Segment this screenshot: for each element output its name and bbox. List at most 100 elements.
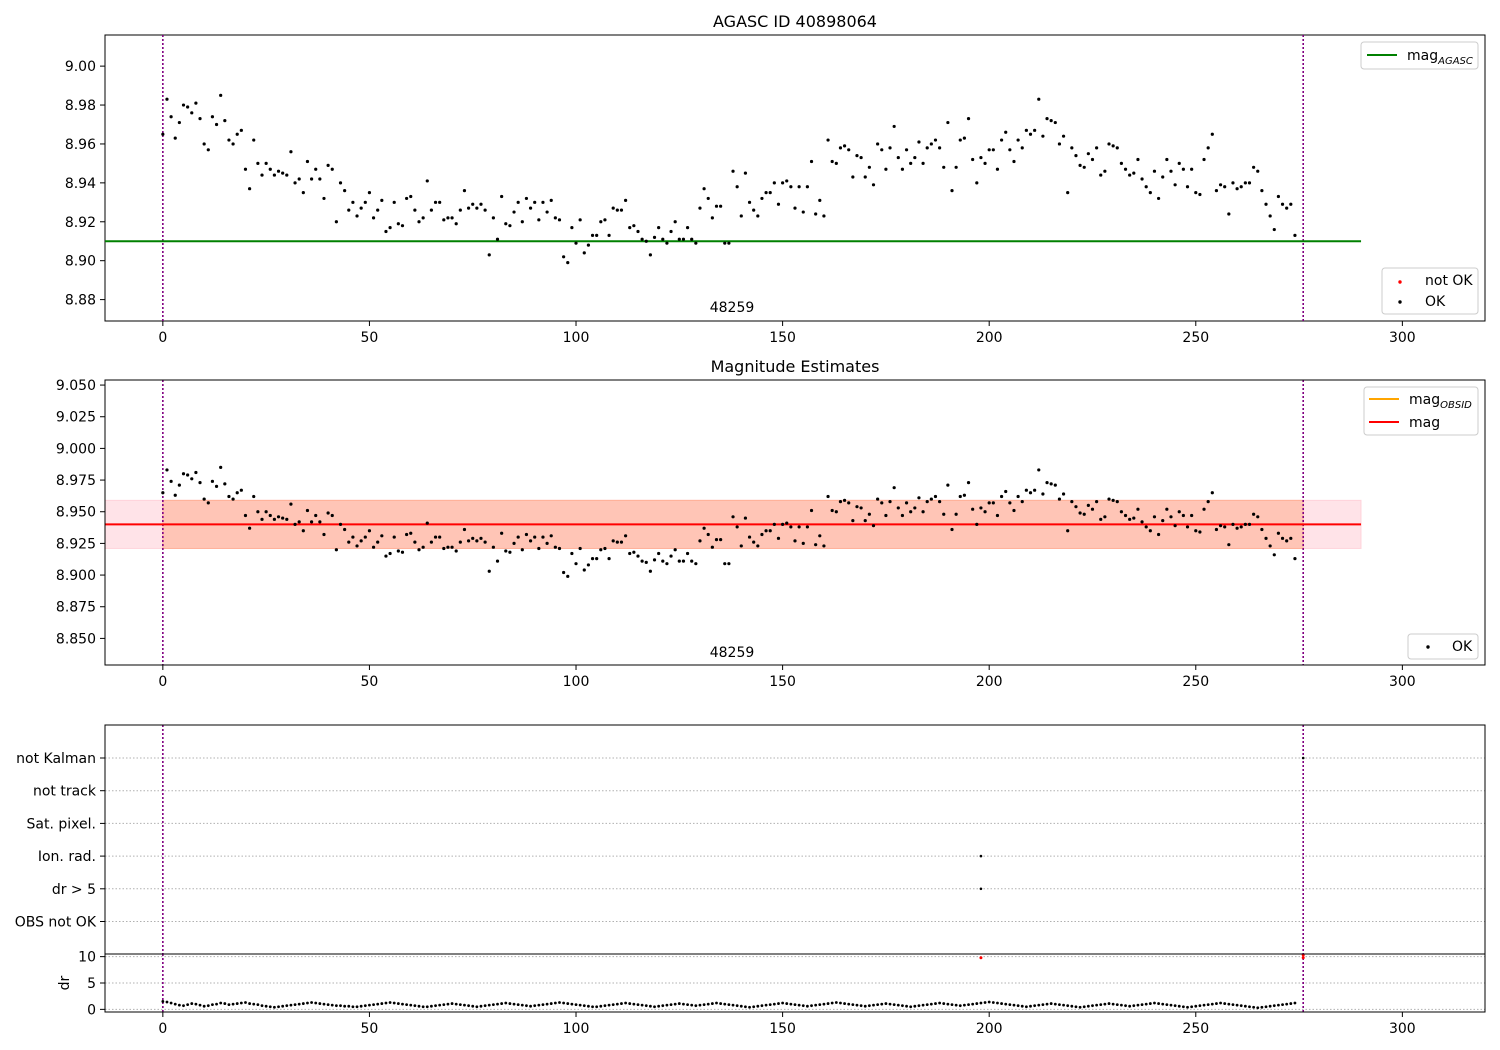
agasc-data-point <box>260 173 264 177</box>
magnitude-data-point <box>500 531 504 535</box>
magnitude-data-point <box>690 559 694 563</box>
dr-data-point <box>768 1003 772 1007</box>
magnitude-data-point <box>884 513 888 518</box>
agasc-data-point <box>706 196 710 201</box>
agasc-data-point <box>818 198 822 202</box>
magnitude-data-point <box>1198 530 1202 534</box>
dr-data-point <box>1037 1003 1041 1007</box>
agasc-data-point <box>524 196 529 201</box>
agasc-data-point <box>1061 134 1066 138</box>
magnitude-data-point <box>479 536 483 540</box>
dr-data-point <box>958 1004 962 1008</box>
dr-data-point <box>496 1002 499 1006</box>
magnitude-data-point <box>714 538 719 542</box>
agasc-data-point <box>487 253 491 257</box>
dr-data-point <box>971 1002 975 1006</box>
dr-data-point <box>1281 1003 1284 1007</box>
magnitude-data-point <box>805 525 809 529</box>
magnitude-panel: Magnitude Estimates 0 50 100 150 200 250 300 8… <box>56 357 1486 690</box>
agasc-data-point <box>231 142 235 146</box>
magnitude-data-point <box>367 529 372 533</box>
magnitude-data-point <box>1165 507 1169 511</box>
dr-data-point <box>512 1002 516 1006</box>
dr-data-point <box>384 1001 388 1005</box>
magnitude-data-point <box>206 501 210 505</box>
agasc-data-point <box>194 101 198 105</box>
agasc-data-point <box>665 241 669 245</box>
magnitude-data-point <box>619 540 624 544</box>
dr-data-point <box>256 1003 260 1007</box>
dr-data-point <box>1107 1002 1111 1005</box>
magnitude-data-point <box>830 508 834 513</box>
dr-data-point <box>1190 1005 1194 1009</box>
dr-data-point <box>628 1002 632 1005</box>
dr-data-point <box>748 1005 751 1009</box>
agasc-data-point <box>466 206 471 210</box>
dr-data-point <box>640 1003 644 1007</box>
magnitude-data-point <box>169 479 173 483</box>
dr-data-point <box>587 1004 590 1008</box>
dr-data-point <box>657 1004 661 1008</box>
dr-data-point <box>921 1003 925 1007</box>
agasc-data-point <box>867 165 871 169</box>
agasc-data-point <box>264 161 268 166</box>
agasc-data-point <box>1033 128 1037 132</box>
agasc-data-point <box>768 190 772 195</box>
agasc-data-point <box>562 255 566 259</box>
magnitude-data-point <box>334 548 338 552</box>
dr-xtick-label: 300 <box>1389 1021 1416 1037</box>
dr-data-point <box>764 1003 768 1007</box>
agasc-data-point <box>334 220 338 224</box>
dr-data-point <box>306 1001 309 1005</box>
magnitude-axes-frame <box>104 379 1486 666</box>
dr-data-point <box>752 1005 756 1009</box>
dr-data-point <box>235 1002 239 1005</box>
magnitude-data-point <box>380 534 384 538</box>
magnitude-xtick-label: 300 <box>1389 674 1416 690</box>
dr-data-point <box>632 1002 636 1006</box>
dr-data-point <box>946 1002 950 1006</box>
agasc-data-point <box>388 226 392 230</box>
agasc-data-point <box>1235 187 1239 191</box>
agasc-data-point <box>1099 173 1103 177</box>
dr-xtick-label: 50 <box>361 1021 379 1037</box>
magnitude-data-point <box>1173 524 1177 528</box>
dr-data-point <box>1153 1001 1156 1005</box>
magnitude-data-point <box>1041 492 1045 496</box>
agasc-data-point <box>376 208 380 212</box>
agasc-data-point <box>177 120 181 125</box>
magnitude-data-point <box>1181 513 1185 518</box>
agasc-data-point <box>483 208 487 212</box>
agasc-data-point <box>838 146 843 150</box>
dr-data-point <box>182 1004 185 1008</box>
dr-data-point <box>541 1003 545 1007</box>
flags-category-label: Sat. pixel. <box>27 816 96 832</box>
agasc-data-point <box>396 222 400 226</box>
magnitude-data-point <box>1049 482 1053 486</box>
agasc-data-point <box>1293 233 1297 237</box>
magnitude-data-point <box>1185 525 1190 529</box>
dr-data-point <box>818 1003 822 1007</box>
dr-data-point <box>624 1001 627 1005</box>
agasc-data-point <box>1103 169 1107 173</box>
agasc-data-point <box>892 124 896 129</box>
agasc-xtick-label: 50 <box>361 330 379 346</box>
magnitude-data-point <box>495 559 500 563</box>
agasc-ytick-label: 9.00 <box>65 59 96 75</box>
agasc-data-point <box>1024 128 1028 132</box>
magnitude-data-point <box>194 470 198 475</box>
agasc-data-point <box>1004 130 1008 134</box>
agasc-data-point <box>582 251 586 255</box>
dr-data-point <box>190 1002 194 1005</box>
magnitude-data-point <box>966 481 971 485</box>
agasc-data-point <box>281 171 285 175</box>
dr-data-point <box>421 1005 425 1009</box>
magnitude-data-point <box>396 549 400 553</box>
dr-data-point <box>1099 1003 1103 1007</box>
dr-data-point <box>525 1004 528 1008</box>
agasc-data-point <box>425 179 429 183</box>
agasc-data-point <box>578 218 582 222</box>
agasc-data-point <box>446 216 450 220</box>
agasc-data-point <box>776 202 781 206</box>
agasc-data-point <box>632 224 636 228</box>
